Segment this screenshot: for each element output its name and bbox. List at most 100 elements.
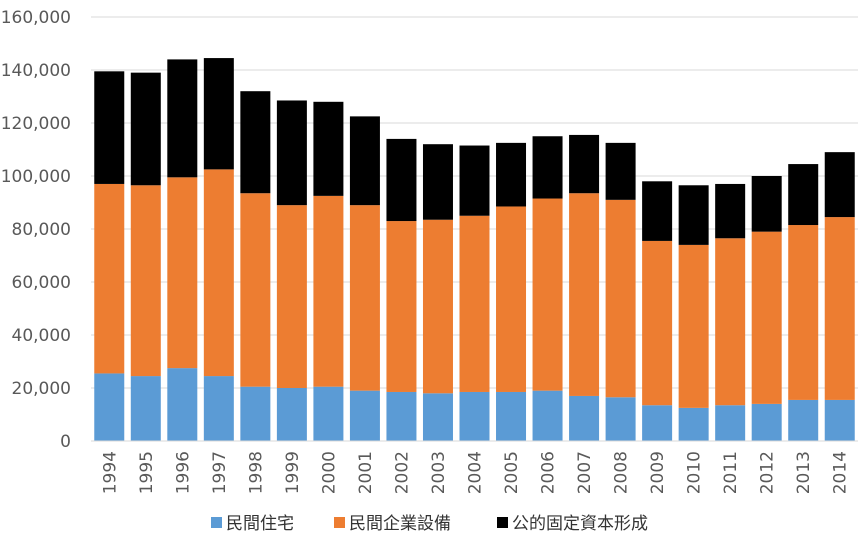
bar-segment-series-1 xyxy=(167,177,198,369)
bar-segment-series-0 xyxy=(276,388,307,441)
x-tick-label: 1995 xyxy=(137,451,157,494)
x-axis: 1994 1995 1996 1997 1998 1999 2000 2001 2002 2003… xyxy=(100,451,850,494)
x-tick-label: 2000 xyxy=(319,451,339,494)
bar-segment-series-0 xyxy=(532,390,563,441)
legend-swatch xyxy=(334,517,345,528)
bar-segment-series-2 xyxy=(751,176,782,232)
x-tick-label: 2010 xyxy=(685,451,705,494)
bar-segment-series-0 xyxy=(422,393,453,441)
bar-segment-series-0 xyxy=(605,397,636,441)
bar-segment-series-1 xyxy=(569,193,600,396)
y-tick-label: 20,000 xyxy=(12,379,71,399)
bar-segment-series-0 xyxy=(130,376,161,441)
bar-segment-series-2 xyxy=(130,72,161,186)
x-tick-label: 2011 xyxy=(721,451,741,494)
bar-segment-series-1 xyxy=(386,221,417,392)
bar-segment-series-1 xyxy=(459,215,490,392)
bar-segment-series-1 xyxy=(642,240,673,406)
y-tick-label: 160,000 xyxy=(1,8,71,28)
bar-segment-series-2 xyxy=(605,142,636,200)
bar-segment-series-0 xyxy=(459,391,490,441)
x-tick-label: 2005 xyxy=(502,451,522,494)
bar-segment-series-1 xyxy=(240,193,271,387)
bar-segment-series-1 xyxy=(94,183,125,374)
x-tick-label: 2004 xyxy=(466,451,486,494)
bar-segment-series-0 xyxy=(203,376,234,441)
x-tick-label: 2006 xyxy=(539,451,559,494)
bar-segment-series-0 xyxy=(824,399,855,441)
x-tick-label: 2009 xyxy=(648,451,668,494)
y-tick-label: 80,000 xyxy=(12,220,71,240)
bar-segment-series-2 xyxy=(824,152,855,218)
bar-segment-series-2 xyxy=(240,91,271,194)
bar-segment-series-0 xyxy=(569,395,600,441)
bar-segment-series-1 xyxy=(715,238,746,406)
y-axis: 0 20,000 40,000 60,000 80,000 100,000 120,000 1… xyxy=(1,8,71,452)
legend-swatch xyxy=(497,517,508,528)
bar-segment-series-2 xyxy=(642,181,673,241)
bar-segment-series-0 xyxy=(496,391,527,441)
bar-segment-series-1 xyxy=(788,225,819,400)
bar-segment-series-1 xyxy=(496,206,527,392)
bar-segment-series-0 xyxy=(313,386,344,441)
bar-segment-series-0 xyxy=(678,407,709,441)
bar-segment-series-1 xyxy=(130,185,161,377)
y-tick-label: 120,000 xyxy=(1,114,71,134)
legend-label: 民間企業設備 xyxy=(349,514,451,534)
y-tick-label: 140,000 xyxy=(1,61,71,81)
legend: 民間住宅 民間企業設備 公的固定資本形成 xyxy=(211,514,648,534)
bar-segment-series-2 xyxy=(167,59,198,178)
legend-label: 民間住宅 xyxy=(226,514,294,534)
bar-segment-series-1 xyxy=(532,198,563,391)
x-tick-label: 2003 xyxy=(429,451,449,494)
bar-segment-series-2 xyxy=(569,134,600,194)
bar-segment-series-0 xyxy=(94,373,125,441)
bar-segment-series-1 xyxy=(678,244,709,408)
bar-segment-series-2 xyxy=(678,185,709,245)
legend-swatch xyxy=(211,517,222,528)
x-tick-label: 1996 xyxy=(173,451,193,494)
bar-segment-series-2 xyxy=(532,136,563,199)
x-tick-label: 1998 xyxy=(246,451,266,494)
bar-segment-series-1 xyxy=(605,199,636,398)
bar-segment-series-0 xyxy=(642,405,673,441)
bar-segment-series-2 xyxy=(422,144,453,220)
bar-segment-series-0 xyxy=(715,405,746,441)
bar-segment-series-2 xyxy=(94,71,125,184)
x-tick-label: 2007 xyxy=(575,451,595,494)
bar-segment-series-0 xyxy=(751,403,782,441)
bar-segment-series-0 xyxy=(167,368,198,441)
x-tick-label: 2002 xyxy=(392,451,412,494)
bar-segment-series-0 xyxy=(788,399,819,441)
y-tick-label: 100,000 xyxy=(1,167,71,187)
bar-segment-series-1 xyxy=(824,217,855,400)
x-tick-label: 1994 xyxy=(100,451,120,494)
x-tick-label: 2001 xyxy=(356,451,376,494)
y-tick-label: 60,000 xyxy=(12,273,71,293)
bar-segment-series-1 xyxy=(751,231,782,404)
bar-segment-series-0 xyxy=(386,391,417,441)
bar-segment-series-1 xyxy=(422,219,453,394)
bar-segment-series-2 xyxy=(715,183,746,239)
bar-segment-series-0 xyxy=(240,386,271,441)
bar-segment-series-0 xyxy=(349,390,380,441)
bars xyxy=(94,58,855,441)
legend-label: 公的固定資本形成 xyxy=(512,514,648,534)
bar-segment-series-1 xyxy=(313,195,344,387)
bar-segment-series-2 xyxy=(386,138,417,222)
bar-segment-series-2 xyxy=(459,145,490,216)
bar-segment-series-2 xyxy=(313,101,344,196)
bar-segment-series-1 xyxy=(203,169,234,377)
y-tick-label: 40,000 xyxy=(12,326,71,346)
x-tick-label: 2014 xyxy=(831,451,851,494)
x-tick-label: 2013 xyxy=(794,451,814,494)
bar-segment-series-2 xyxy=(203,58,234,170)
x-tick-label: 2012 xyxy=(758,451,778,494)
x-tick-label: 2008 xyxy=(612,451,632,494)
bar-segment-series-1 xyxy=(349,205,380,391)
bar-segment-series-2 xyxy=(788,164,819,226)
bar-segment-series-1 xyxy=(276,205,307,388)
x-tick-label: 1999 xyxy=(283,451,303,494)
bar-segment-series-2 xyxy=(276,100,307,206)
